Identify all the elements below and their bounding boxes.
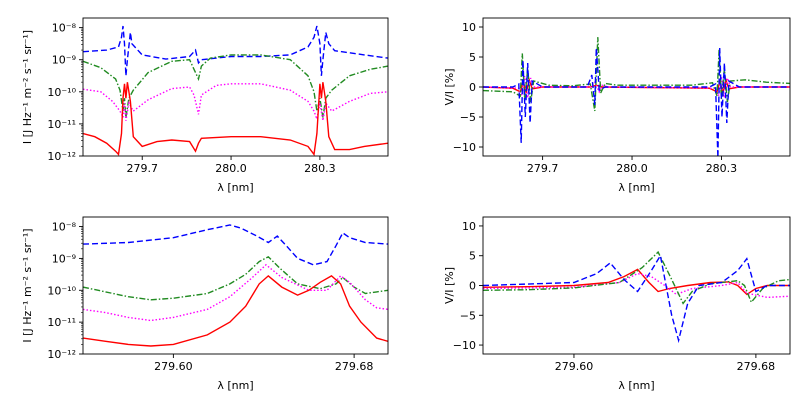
y-tick-label: 10 bbox=[462, 220, 476, 233]
y-tick-label: 10⁻¹⁰ bbox=[47, 284, 76, 297]
series-line-3 bbox=[83, 83, 388, 122]
y-tick-label: 5 bbox=[469, 250, 476, 263]
series-line-3 bbox=[83, 263, 388, 322]
x-tick-label: 279.60 bbox=[555, 360, 594, 373]
y-tick-label: 10 bbox=[462, 21, 476, 34]
y-tick-label: 10⁻¹² bbox=[47, 348, 76, 361]
x-tick-label: 280.3 bbox=[304, 162, 336, 175]
y-axis-label: V/I [%] bbox=[443, 68, 456, 105]
panel-bottom-left: 279.60 279.68 10⁻¹² 10⁻¹¹ 10⁻¹⁰ 10⁻⁹ 10⁻⁸ λ [nm… bbox=[21, 216, 389, 392]
y-tick-label: −10 bbox=[453, 141, 476, 154]
y-axis-label: I [J Hz⁻¹ m⁻² s⁻¹ sr⁻¹] bbox=[21, 30, 34, 144]
series-line-2 bbox=[483, 272, 790, 299]
panel-top-left: 279.7 280.0 280.3 10⁻¹² 10⁻¹¹ 10⁻¹⁰ 10⁻⁹ 10⁻⁸ λ … bbox=[21, 17, 389, 194]
x-tick-label: 280.3 bbox=[706, 162, 738, 175]
x-axis-label: λ [nm] bbox=[217, 379, 253, 392]
series-line-2 bbox=[83, 54, 388, 118]
series-line-4 bbox=[83, 274, 388, 347]
y-axis-label: V/I [%] bbox=[443, 267, 456, 304]
series-line-3 bbox=[483, 250, 790, 305]
series-line-2 bbox=[83, 255, 388, 301]
x-axis-label: λ [nm] bbox=[217, 181, 253, 194]
x-tick-label: 280.0 bbox=[215, 162, 247, 175]
series-line-2 bbox=[483, 76, 790, 99]
y-tick-label: 10⁻⁹ bbox=[52, 54, 76, 67]
y-tick-label: 10⁻⁸ bbox=[52, 22, 77, 35]
plot-frame bbox=[82, 17, 389, 157]
series-line-4 bbox=[83, 82, 388, 156]
y-tick-label: 0 bbox=[469, 81, 476, 94]
y-tick-label: 0 bbox=[469, 280, 476, 293]
y-tick-label: 10⁻¹¹ bbox=[47, 118, 76, 131]
y-tick-label: −5 bbox=[460, 309, 476, 322]
x-tick-label: 279.7 bbox=[527, 162, 559, 175]
series-line-4 bbox=[483, 47, 790, 156]
panel-bottom-right: 279.60 279.68 −10 −5 0 5 10 λ [nm] V/I [%] bbox=[443, 216, 791, 392]
series-line-3 bbox=[483, 37, 790, 112]
x-axis-label: λ [nm] bbox=[618, 181, 654, 194]
x-axis-label: λ [nm] bbox=[618, 379, 654, 392]
series-line-1 bbox=[83, 25, 388, 76]
x-tick-label: 279.60 bbox=[154, 360, 193, 373]
y-tick-label: 10⁻⁸ bbox=[52, 221, 77, 234]
y-tick-label: 5 bbox=[469, 51, 476, 64]
x-tick-label: 279.68 bbox=[737, 360, 776, 373]
panel-top-right: 279.7 280.0 280.3 −10 −5 0 5 10 λ [nm] V/I [%] bbox=[443, 17, 791, 194]
series-line-1 bbox=[83, 224, 388, 266]
y-tick-label: 10⁻¹¹ bbox=[47, 316, 76, 329]
y-tick-label: 10⁻¹² bbox=[47, 150, 76, 163]
y-tick-label: −5 bbox=[460, 111, 476, 124]
y-tick-label: 10⁻⁹ bbox=[52, 252, 76, 265]
x-tick-label: 280.0 bbox=[616, 162, 648, 175]
x-tick-label: 279.7 bbox=[126, 162, 158, 175]
series-line-4 bbox=[483, 253, 790, 344]
y-tick-label: 10⁻¹⁰ bbox=[47, 86, 76, 99]
x-tick-label: 279.68 bbox=[335, 360, 374, 373]
plot-frame bbox=[82, 216, 389, 355]
y-axis-label: I [J Hz⁻¹ m⁻² s⁻¹ sr⁻¹] bbox=[21, 228, 34, 342]
y-tick-label: −10 bbox=[453, 339, 476, 352]
